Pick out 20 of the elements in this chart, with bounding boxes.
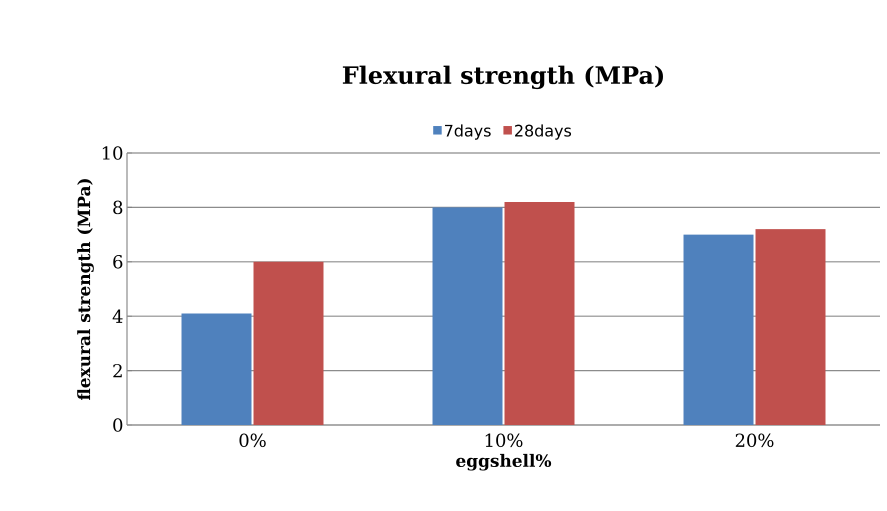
x-tick-label: 10% <box>486 434 522 448</box>
bar <box>254 262 324 425</box>
x-axis-title: eggshell% <box>456 454 552 471</box>
legend-label: 7days <box>445 124 491 140</box>
bar <box>432 207 503 425</box>
bar <box>182 313 252 425</box>
legend-label: 28days <box>515 124 572 140</box>
y-axis-title: flexural strength (MPa) <box>77 179 94 400</box>
x-tick-label: 0% <box>239 434 266 448</box>
bar <box>756 229 826 425</box>
x-tick-label: 20% <box>736 434 774 448</box>
y-tick-label: 0 <box>113 418 122 432</box>
bar <box>684 234 754 425</box>
y-tick-label: 4 <box>112 310 123 323</box>
y-tick-label: 6 <box>113 255 122 269</box>
y-tick-label: 2 <box>113 364 122 378</box>
y-tick-label: 8 <box>113 200 122 214</box>
chart-title: Flexural strength (MPa) <box>342 66 663 90</box>
bar <box>504 202 575 425</box>
y-tick-label: 10 <box>102 146 122 160</box>
